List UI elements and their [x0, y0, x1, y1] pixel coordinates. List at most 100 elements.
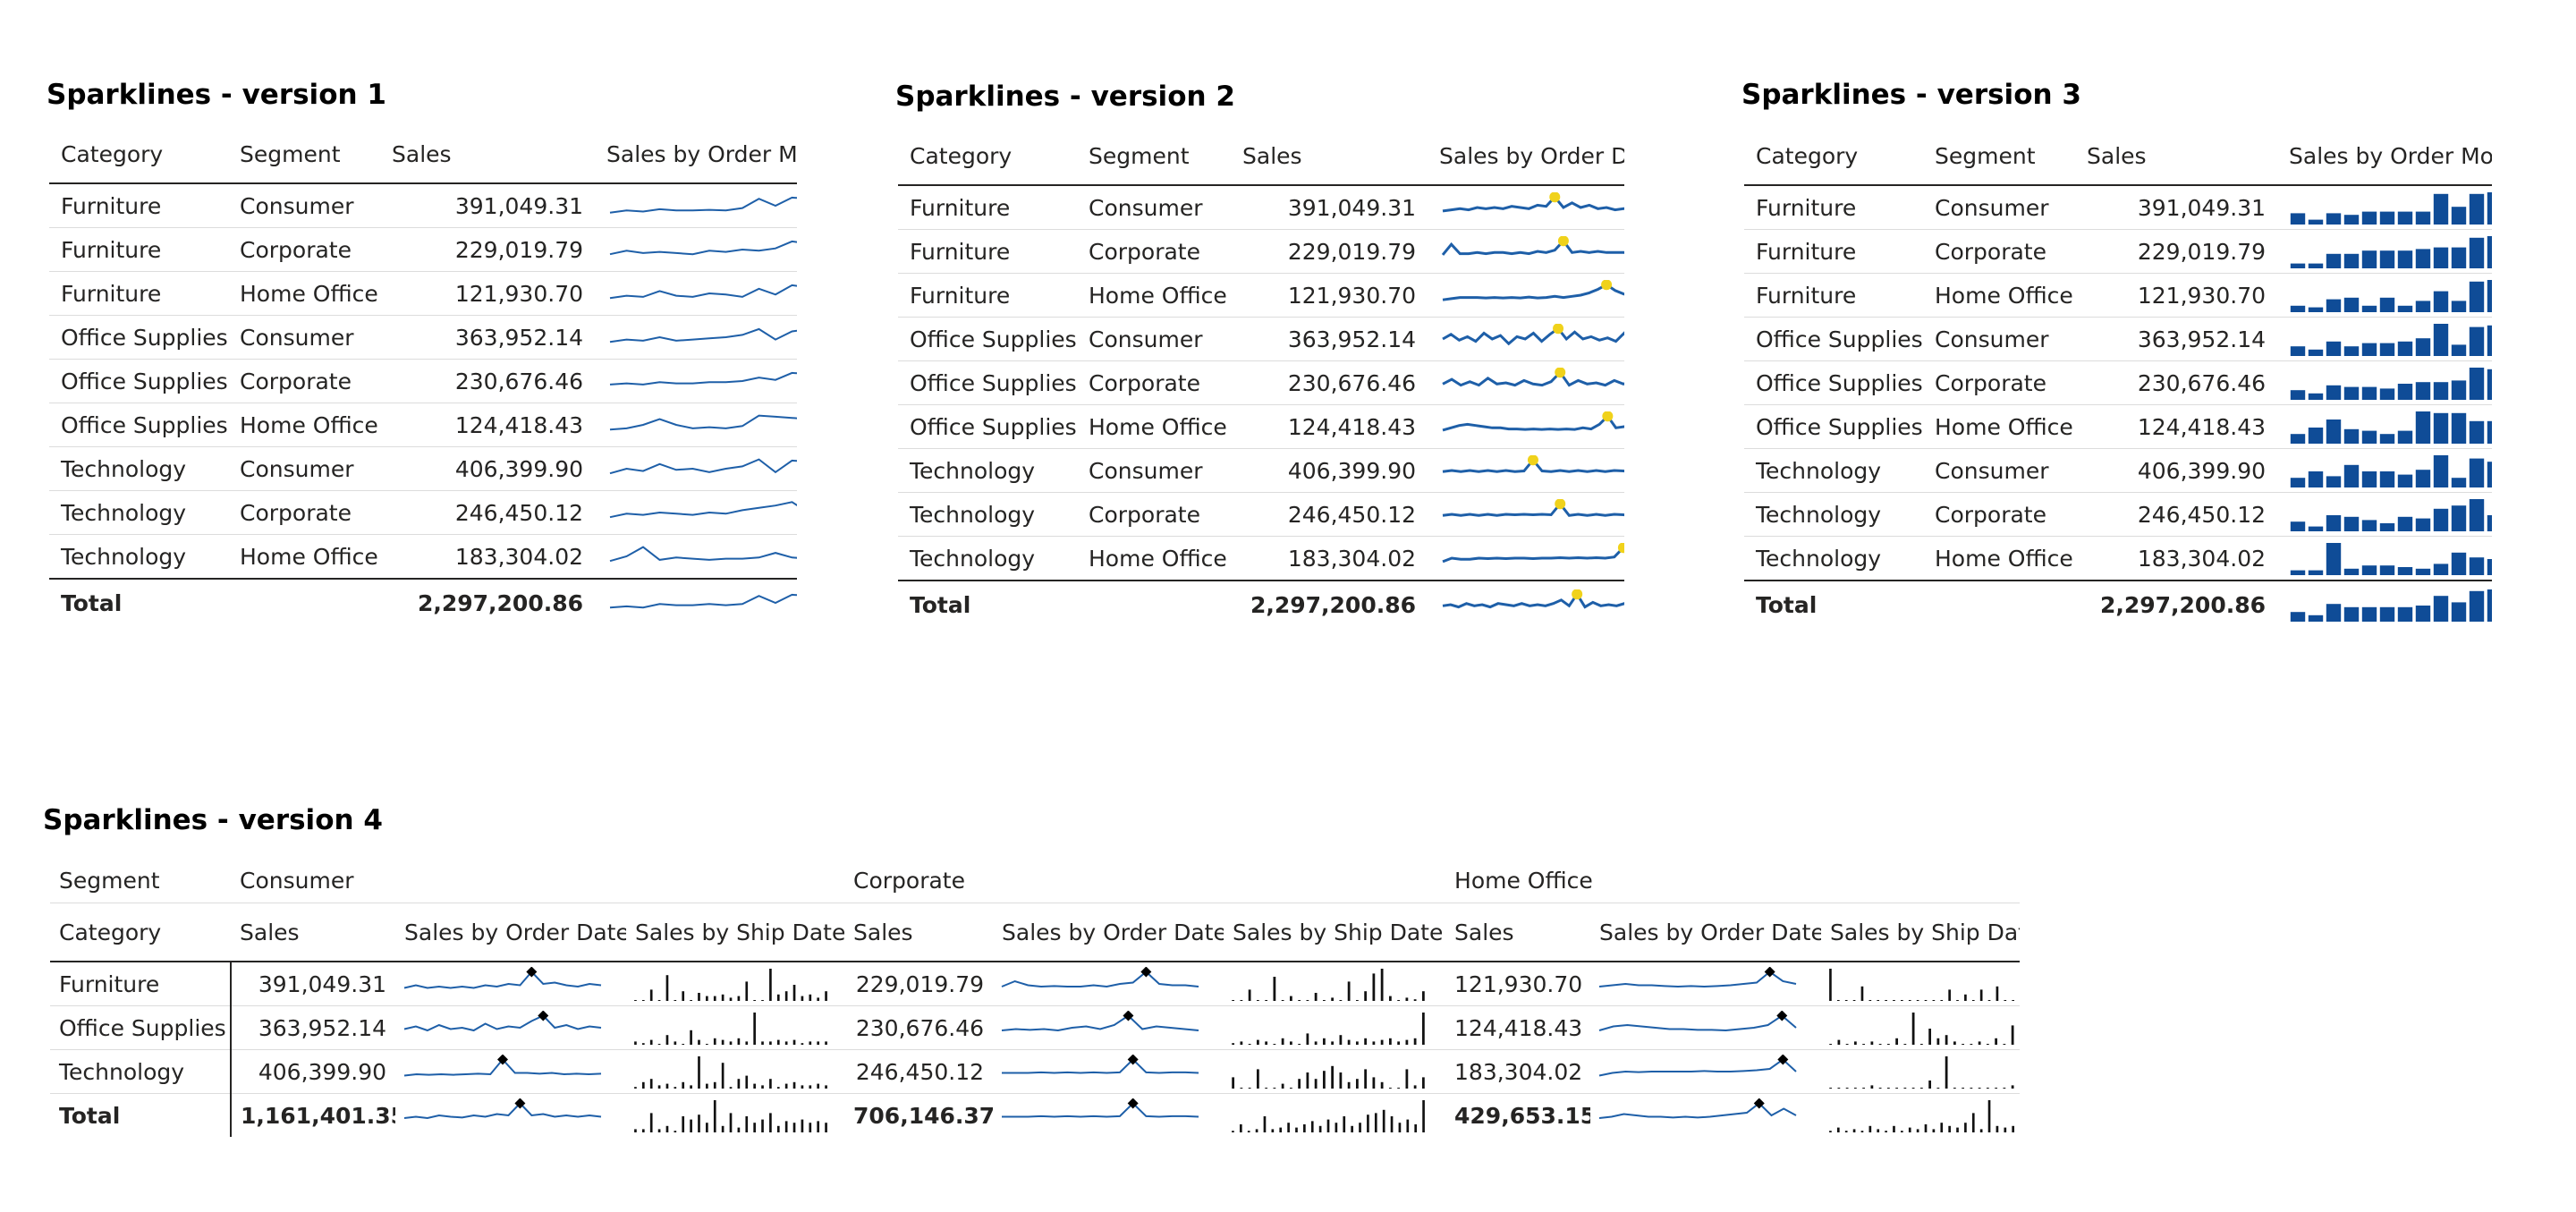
v2-row[interactable]: Office Supplies Home Office 124,418.43	[898, 404, 1624, 449]
v4-corporate-sales-header[interactable]: Sales	[844, 903, 994, 962]
v2-header-category[interactable]: Category	[898, 127, 1077, 186]
v4-corporate-ship-sparkline-bar-9	[1306, 1072, 1309, 1089]
v2-sparkline-line	[1442, 326, 1624, 346]
v3-sparkline-bar-11	[2487, 462, 2492, 487]
v1-row[interactable]: Office Supplies Consumer 363,952.14	[49, 315, 797, 360]
v1-row[interactable]: Technology Consumer 406,399.90	[49, 446, 797, 491]
v4-corporate-order-header[interactable]: Sales by Order Date	[993, 903, 1224, 962]
v4-home-office-ship-sparkline-bar-9	[1901, 1000, 1903, 1001]
v4-consumer-ship-sparkline-bar-16	[761, 1085, 764, 1089]
v3-sparkline-bar-10	[2469, 281, 2485, 312]
v3-row[interactable]: Furniture Home Office 121,930.70	[1744, 273, 2492, 318]
v4-corporate-ship-sparkline-bar-16	[1364, 1069, 1368, 1089]
v3-total-sparkline-bar-11	[2487, 589, 2492, 622]
segment-cell: Corporate	[1077, 492, 1231, 537]
v3-sparkline-bar-5	[2379, 297, 2395, 312]
v3-sparkline-bar-5	[2379, 250, 2395, 268]
v3-sparkline	[2290, 368, 2492, 400]
v4-consumer-order-header[interactable]: Sales by Order Date	[395, 903, 626, 962]
v4-consumer-ship-sparkline-bar-3	[657, 1085, 661, 1089]
v3-sparkline-bar-2	[2326, 253, 2342, 268]
v3-header-sales[interactable]: Sales	[2075, 127, 2277, 186]
v2-row[interactable]: Technology Corporate 246,450.12	[898, 492, 1624, 537]
v1-header-category[interactable]: Category	[49, 125, 228, 184]
v3-sparkline	[2290, 411, 2492, 444]
v2-row[interactable]: Technology Consumer 406,399.90	[898, 448, 1624, 493]
v4-home-office-ship-header[interactable]: Sales by Ship Date	[1821, 903, 2021, 962]
v1-row[interactable]: Technology Home Office 183,304.02	[49, 534, 797, 580]
v1-row[interactable]: Furniture Corporate 229,019.79	[49, 227, 797, 272]
v2-row[interactable]: Furniture Consumer 391,049.31	[898, 185, 1624, 230]
v4-home-office-ship-sparkline-bar-6	[1878, 1088, 1882, 1089]
v3-row[interactable]: Office Supplies Corporate 230,676.46	[1744, 360, 2492, 405]
v3-row[interactable]: Office Supplies Home Office 124,418.43	[1744, 404, 2492, 449]
v4-corporate-ship-header[interactable]: Sales by Ship Date	[1224, 903, 1446, 962]
v4-home-office-ship-sparkline-bar-14	[1945, 1035, 1948, 1045]
v1-row[interactable]: Office Supplies Home Office 124,418.43	[49, 403, 797, 447]
v4-home-office-ship-sparkline-bar-6	[1878, 1044, 1882, 1045]
v4-home-office-sales-header[interactable]: Sales	[1445, 903, 1591, 962]
v4-row[interactable]: Total 1,161,401.35 706,146.37 429,653.15	[50, 1093, 2020, 1137]
v4-corporate-ship-sparkline-bar-23	[1422, 1013, 1425, 1045]
v4-segment-consumer[interactable]: Consumer	[231, 859, 845, 903]
segment-cell: Consumer	[1923, 317, 2075, 361]
v4-home-office-sales-cell: 121,930.70	[1445, 962, 1591, 1006]
v3-row[interactable]: Technology Corporate 246,450.12	[1744, 492, 2492, 537]
v4-corporate-ship-sparkline	[1232, 1100, 1425, 1132]
v2-header-spark[interactable]: Sales by Order Date	[1428, 127, 1624, 186]
v1-row[interactable]: Furniture Home Office 121,930.70	[49, 271, 797, 316]
v3-total-sparkline-bar-8	[2433, 596, 2449, 622]
v4-category-header[interactable]: Category	[50, 903, 231, 962]
v4-corporate-ship-sparkline-bar-12	[1331, 997, 1335, 1001]
v2-header-segment[interactable]: Segment	[1077, 127, 1231, 186]
category-cell: Furniture	[1744, 229, 1923, 274]
v3-header-segment[interactable]: Segment	[1923, 127, 2075, 186]
v4-home-office-ship-sparkline-bar-18	[1978, 1041, 1981, 1045]
v4-consumer-sales-header[interactable]: Sales	[231, 903, 395, 962]
v4-segment-home-office[interactable]: Home Office	[1445, 859, 2021, 903]
v4-row[interactable]: Office Supplies 363,952.14 230,676.46 124,4…	[50, 1005, 2021, 1050]
v4-consumer-ship-header[interactable]: Sales by Ship Date	[626, 903, 845, 962]
v4-segment-header[interactable]: Segment	[50, 859, 231, 903]
v2-row[interactable]: Office Supplies Consumer 363,952.14	[898, 317, 1624, 361]
v2-row[interactable]: Office Supplies Corporate 230,676.46	[898, 360, 1624, 405]
v4-row[interactable]: Furniture 391,049.31 229,019.79 121,930.70	[50, 962, 2021, 1006]
v2-title: Sparklines - version 2	[895, 81, 1235, 113]
v3-row[interactable]: Furniture Corporate 229,019.79	[1744, 229, 2492, 274]
v2-row[interactable]: Technology Home Office 183,304.02	[898, 536, 1624, 581]
v4-home-office-sales-cell: 124,418.43	[1445, 1005, 1591, 1050]
v3-header-category[interactable]: Category	[1744, 127, 1923, 186]
v4-home-office-ship-sparkline-bar-3	[1852, 1000, 1856, 1001]
category-cell: Office Supplies	[1744, 317, 1923, 361]
v2-row[interactable]: Furniture Corporate 229,019.79	[898, 229, 1624, 274]
v1-row[interactable]: Furniture Consumer 391,049.31	[49, 183, 797, 228]
v3-sparkline-bar-2	[2326, 476, 2342, 487]
v4-consumer-ship-sparkline-bar-9	[706, 996, 708, 1001]
v4-home-office-ship-sparkline-bar-0	[1829, 1088, 1833, 1089]
segment-cell: Home Office	[228, 534, 380, 580]
v4-corporate-ship-sparkline-bar-16	[1364, 991, 1368, 1001]
v3-row[interactable]: Technology Consumer 406,399.90	[1744, 448, 2492, 493]
v1-sparkline	[609, 196, 797, 214]
v1-header-spark[interactable]: Sales by Order Month	[595, 125, 797, 184]
v4-corporate-ship-sparkline-bar-13	[1335, 1123, 1338, 1132]
v3-row[interactable]: Furniture Consumer 391,049.31	[1744, 185, 2492, 230]
v4-consumer-ship-sparkline-bar-15	[753, 1000, 756, 1001]
v3-sparkline-bar-0	[2290, 434, 2306, 444]
v2-row[interactable]: Furniture Home Office 121,930.70	[898, 273, 1624, 318]
v3-row[interactable]: Technology Home Office 183,304.02	[1744, 536, 2492, 581]
v1-header-segment[interactable]: Segment	[228, 125, 380, 184]
v4-row[interactable]: Technology 406,399.90 246,450.12 183,304.02	[50, 1049, 2021, 1094]
v4-home-office-order-header[interactable]: Sales by Order Date	[1590, 903, 1822, 962]
v1-row[interactable]: Technology Corporate 246,450.12	[49, 490, 797, 535]
v4-home-office-ship-sparkline-bar-3	[1852, 1129, 1856, 1132]
segment-cell: Consumer	[1923, 185, 2075, 230]
v3-sparkline-bar-8	[2433, 455, 2449, 487]
v2-header-sales[interactable]: Sales	[1231, 127, 1428, 186]
v3-header-spark[interactable]: Sales by Order Month	[2277, 127, 2492, 186]
v1-header-sales[interactable]: Sales	[380, 125, 595, 184]
v3-row[interactable]: Office Supplies Consumer 363,952.14	[1744, 317, 2492, 361]
v4-segment-corporate[interactable]: Corporate	[844, 859, 1446, 903]
v3-sparkline-bar-1	[2308, 219, 2324, 225]
v1-row[interactable]: Office Supplies Corporate 230,676.46	[49, 359, 797, 403]
